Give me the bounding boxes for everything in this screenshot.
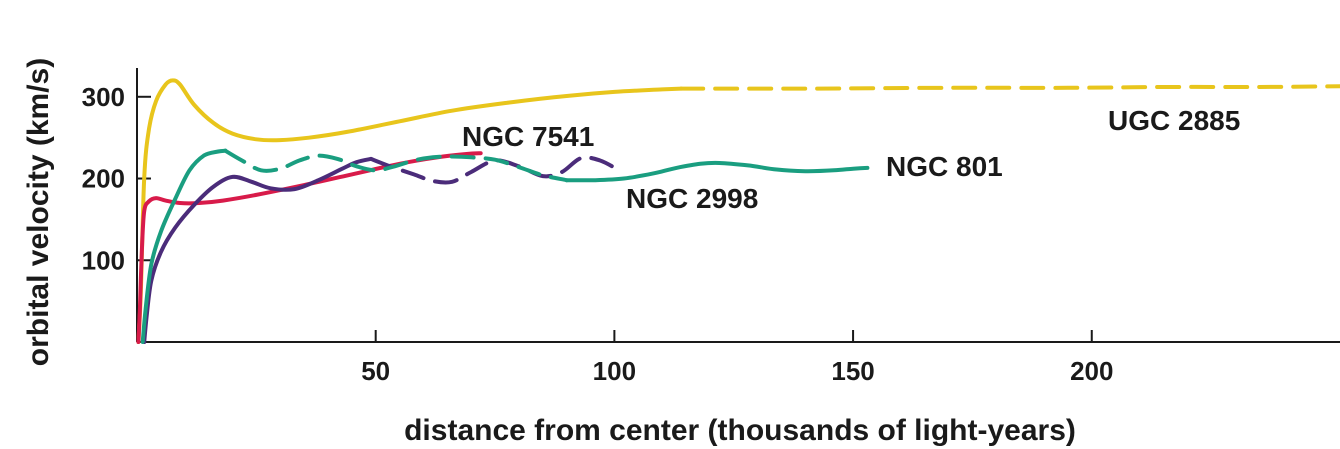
series-line-ngc-7541-solid: [136, 151, 483, 344]
y-ticks: 100 200 300: [82, 82, 151, 275]
y-tick-label: 100: [82, 245, 125, 275]
series-line-ngc-801-solid-outer: [564, 160, 870, 183]
y-tick-label: 200: [82, 164, 125, 194]
x-tick-label: 150: [831, 356, 874, 386]
y-axis-label: orbital velocity (km/s): [22, 58, 55, 366]
series-label-ngc-7541: NGC 7541: [462, 121, 594, 152]
x-tick-label: 100: [593, 356, 636, 386]
x-tick-label: 50: [361, 356, 390, 386]
y-tick-label: 300: [82, 82, 125, 112]
series-line-ngc-2998-dashed: [368, 155, 622, 185]
x-ticks: 50 100 150 200: [361, 330, 1113, 386]
x-tick-label: 200: [1070, 356, 1113, 386]
series-line-ngc-801-solid: [140, 148, 228, 344]
series-line-ugc-2885-dashed: [679, 84, 1340, 91]
series-layer: [136, 78, 1340, 344]
series-line-ngc-801-dashed: [223, 148, 569, 183]
series-label-ngc-801: NGC 801: [886, 151, 1003, 182]
series-label-ugc-2885: UGC 2885: [1108, 105, 1240, 136]
series-line-ngc-2998-solid: [142, 156, 373, 344]
series-line-ugc-2885-solid: [136, 78, 684, 344]
series-label-ngc-2998: NGC 2998: [626, 183, 758, 214]
x-axis-label: distance from center (thousands of light…: [404, 414, 1076, 447]
